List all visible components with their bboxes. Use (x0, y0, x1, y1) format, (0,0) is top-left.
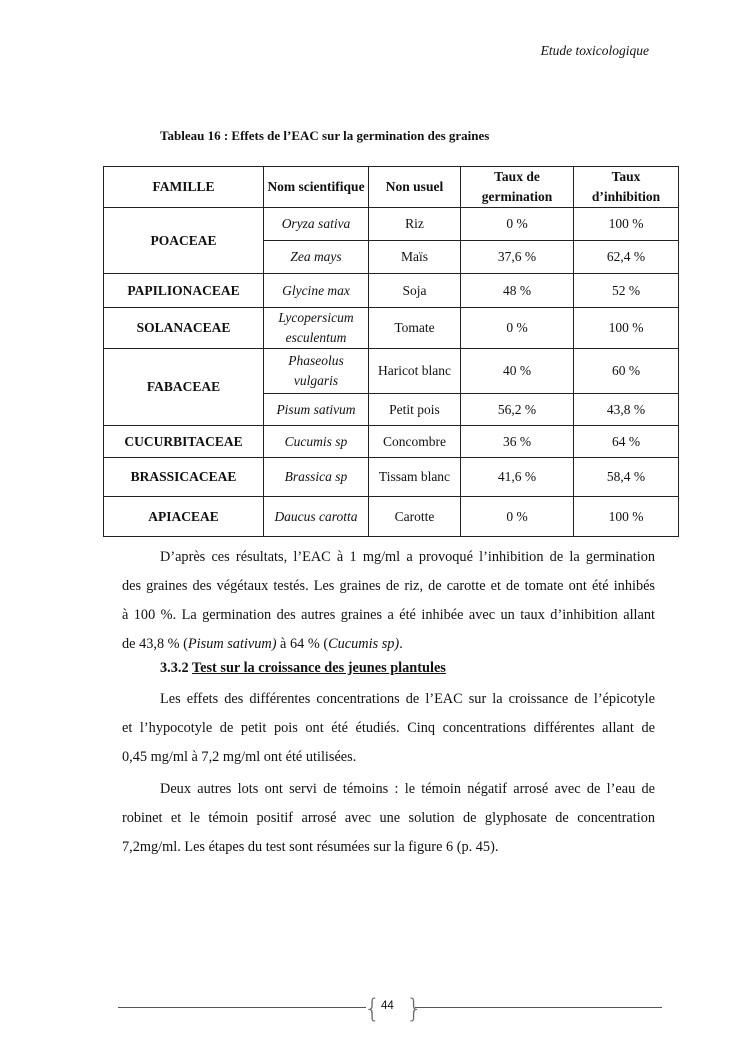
text: de 43,8 % ( (122, 636, 188, 652)
nom-cell: Daucus carotta (263, 496, 369, 537)
inhib-cell: 52 % (573, 273, 679, 308)
germ-cell: 56,2 % (460, 393, 574, 426)
species-name: Pisum sativum) (187, 636, 277, 652)
paragraph-line: Les effets des différentes concentration… (160, 691, 655, 707)
paragraph-line: à 100 %. La germination des autres grain… (122, 607, 655, 623)
footer-rule (415, 1007, 662, 1008)
famille-cell: POACEAE (103, 207, 264, 274)
paragraph-line: D’après ces résultats, l’EAC à 1 mg/ml a… (160, 549, 655, 565)
table-caption: Tableau 16 : Effets de l’EAC sur la germ… (160, 128, 490, 143)
inhib-cell: 64 % (573, 425, 679, 458)
text: . (399, 636, 403, 652)
germ-cell: 41,6 % (460, 457, 574, 497)
species-name: Cucumis sp) (328, 636, 400, 652)
inhib-cell: 62,4 % (573, 240, 679, 274)
germ-cell: 48 % (460, 273, 574, 308)
germ-cell: 0 % (460, 496, 574, 537)
table-header-row: FAMILLE Nom scientifique Non usuel Taux … (103, 166, 679, 208)
famille-cell: PAPILIONACEAE (103, 273, 264, 308)
usuel-cell: Riz (368, 207, 461, 241)
paragraph-line: 0,45 mg/ml à 7,2 mg/ml ont été utilisées… (122, 749, 357, 765)
text: à 64 % ( (276, 636, 329, 652)
section-title: Test sur la croissance des jeunes plantu… (191, 660, 446, 676)
usuel-cell: Tissam blanc (368, 457, 461, 497)
inhib-cell: 100 % (573, 496, 679, 537)
usuel-cell: Petit pois (368, 393, 461, 426)
table-row: PAPILIONACEAE Glycine max Soja 48 % 52 % (103, 273, 679, 308)
header-cell: FAMILLE (103, 166, 264, 208)
table-row: BRASSICACEAE Brassica sp Tissam blanc 41… (103, 457, 679, 497)
nom-cell: Brassica sp (263, 457, 369, 497)
famille-cell: CUCURBITACEAE (103, 425, 264, 458)
header-cell: Taux de germination (460, 166, 574, 208)
nom-cell: Oryza sativa (263, 207, 369, 241)
paragraph-line: 7,2mg/ml. Les étapes du test sont résumé… (122, 839, 499, 855)
usuel-cell: Carotte (368, 496, 461, 537)
germ-cell: 40 % (460, 348, 574, 394)
inhib-cell: 43,8 % (573, 393, 679, 426)
table-row: Pisum sativum Petit pois 56,2 % 43,8 % (104, 393, 679, 426)
paragraph-line: des graines des végétaux testés. Les gra… (122, 578, 655, 594)
page-number: 44 (381, 1000, 394, 1012)
usuel-cell: Maïs (368, 240, 461, 274)
germ-cell: 0 % (460, 207, 574, 241)
nom-cell: Pisum sativum (263, 393, 369, 426)
footer-rule (118, 1007, 366, 1008)
inhib-cell: 58,4 % (573, 457, 679, 497)
running-header: Etude toxicologique (540, 43, 649, 58)
germ-cell: 36 % (460, 425, 574, 458)
germ-cell: 0 % (460, 307, 574, 349)
section-heading: 3.3.2 Test sur la croissance des jeunes … (160, 660, 446, 677)
usuel-cell: Soja (368, 273, 461, 308)
famille-cell: FABACEAE (103, 348, 264, 426)
paragraph-line: Deux autres lots ont servi de témoins : … (160, 781, 655, 797)
table-row: POACEAE Oryza sativa Riz 0 % 100 % (103, 207, 679, 274)
nom-cell: Glycine max (263, 273, 369, 308)
table-row: Zea mays Maïs 37,6 % 62,4 % (104, 240, 679, 274)
header-cell: Nom scientifique (263, 166, 369, 208)
inhib-cell: 60 % (573, 348, 679, 394)
nom-cell: Phaseolus vulgaris (263, 348, 369, 394)
table-row: SOLANACEAE Lycopersicum esculentum Tomat… (103, 307, 679, 349)
inhib-cell: 100 % (573, 207, 679, 241)
right-brace-icon: } (406, 994, 423, 1024)
header-cell: Taux d’inhibition (573, 166, 679, 208)
famille-cell: SOLANACEAE (103, 307, 264, 349)
section-number: 3.3.2 (160, 660, 189, 676)
famille-cell: APIACEAE (103, 496, 264, 537)
usuel-cell: Concombre (368, 425, 461, 458)
table-row: FABACEAE Phaseolus vulgaris Haricot blan… (103, 348, 679, 426)
table-row: APIACEAE Daucus carotta Carotte 0 % 100 … (103, 496, 679, 537)
table-row: CUCURBITACEAE Cucumis sp Concombre 36 % … (103, 425, 679, 458)
inhib-cell: 100 % (573, 307, 679, 349)
nom-cell: Lycopersicum esculentum (263, 307, 369, 349)
germination-table: FAMILLE Nom scientifique Non usuel Taux … (103, 166, 679, 537)
header-cell: Non usuel (368, 166, 461, 208)
germ-cell: 37,6 % (460, 240, 574, 274)
usuel-cell: Haricot blanc (368, 348, 461, 394)
paragraph-line: de 43,8 % (Pisum sativum) à 64 % (Cucumi… (122, 636, 655, 653)
nom-cell: Zea mays (263, 240, 369, 274)
famille-cell: BRASSICACEAE (103, 457, 264, 497)
usuel-cell: Tomate (368, 307, 461, 349)
paragraph-line: robinet et le témoin positif arrosé avec… (122, 810, 655, 826)
left-brace-icon: { (364, 994, 381, 1024)
paragraph-line: et l’hypocotyle de petit pois ont été ét… (122, 720, 655, 736)
nom-cell: Cucumis sp (263, 425, 369, 458)
